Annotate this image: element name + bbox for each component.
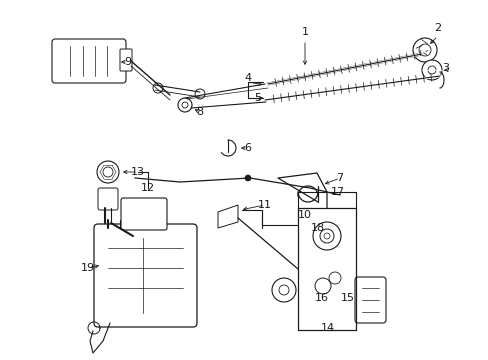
- FancyBboxPatch shape: [120, 49, 132, 71]
- Circle shape: [279, 285, 288, 295]
- Text: 5: 5: [254, 93, 261, 103]
- Text: 8: 8: [196, 107, 203, 117]
- Circle shape: [314, 278, 330, 294]
- FancyBboxPatch shape: [52, 39, 126, 83]
- Text: 15: 15: [340, 293, 354, 303]
- Text: 11: 11: [258, 200, 271, 210]
- Circle shape: [421, 60, 441, 80]
- Circle shape: [324, 233, 329, 239]
- FancyBboxPatch shape: [94, 224, 197, 327]
- Circle shape: [178, 98, 192, 112]
- Text: 10: 10: [297, 210, 311, 220]
- Circle shape: [271, 278, 295, 302]
- Circle shape: [319, 229, 333, 243]
- Circle shape: [153, 83, 163, 93]
- Circle shape: [103, 167, 113, 177]
- Text: 9: 9: [124, 57, 131, 67]
- Circle shape: [97, 161, 119, 183]
- FancyBboxPatch shape: [98, 188, 118, 210]
- Text: 19: 19: [81, 263, 95, 273]
- Text: 6: 6: [244, 143, 251, 153]
- Text: 7: 7: [336, 173, 343, 183]
- Text: 2: 2: [433, 23, 441, 33]
- Text: 12: 12: [141, 183, 155, 193]
- Circle shape: [328, 272, 340, 284]
- Text: 16: 16: [314, 293, 328, 303]
- Text: 18: 18: [310, 223, 325, 233]
- Text: 4: 4: [244, 73, 251, 83]
- Text: 13: 13: [131, 167, 145, 177]
- Circle shape: [427, 66, 435, 74]
- Text: 17: 17: [330, 187, 345, 197]
- Circle shape: [195, 89, 204, 99]
- FancyBboxPatch shape: [121, 198, 167, 230]
- Text: 1: 1: [301, 27, 308, 37]
- FancyBboxPatch shape: [354, 277, 385, 323]
- Circle shape: [312, 222, 340, 250]
- Text: 3: 3: [442, 63, 448, 73]
- Text: 14: 14: [320, 323, 334, 333]
- Circle shape: [244, 175, 250, 181]
- Circle shape: [182, 102, 187, 108]
- Polygon shape: [218, 205, 238, 228]
